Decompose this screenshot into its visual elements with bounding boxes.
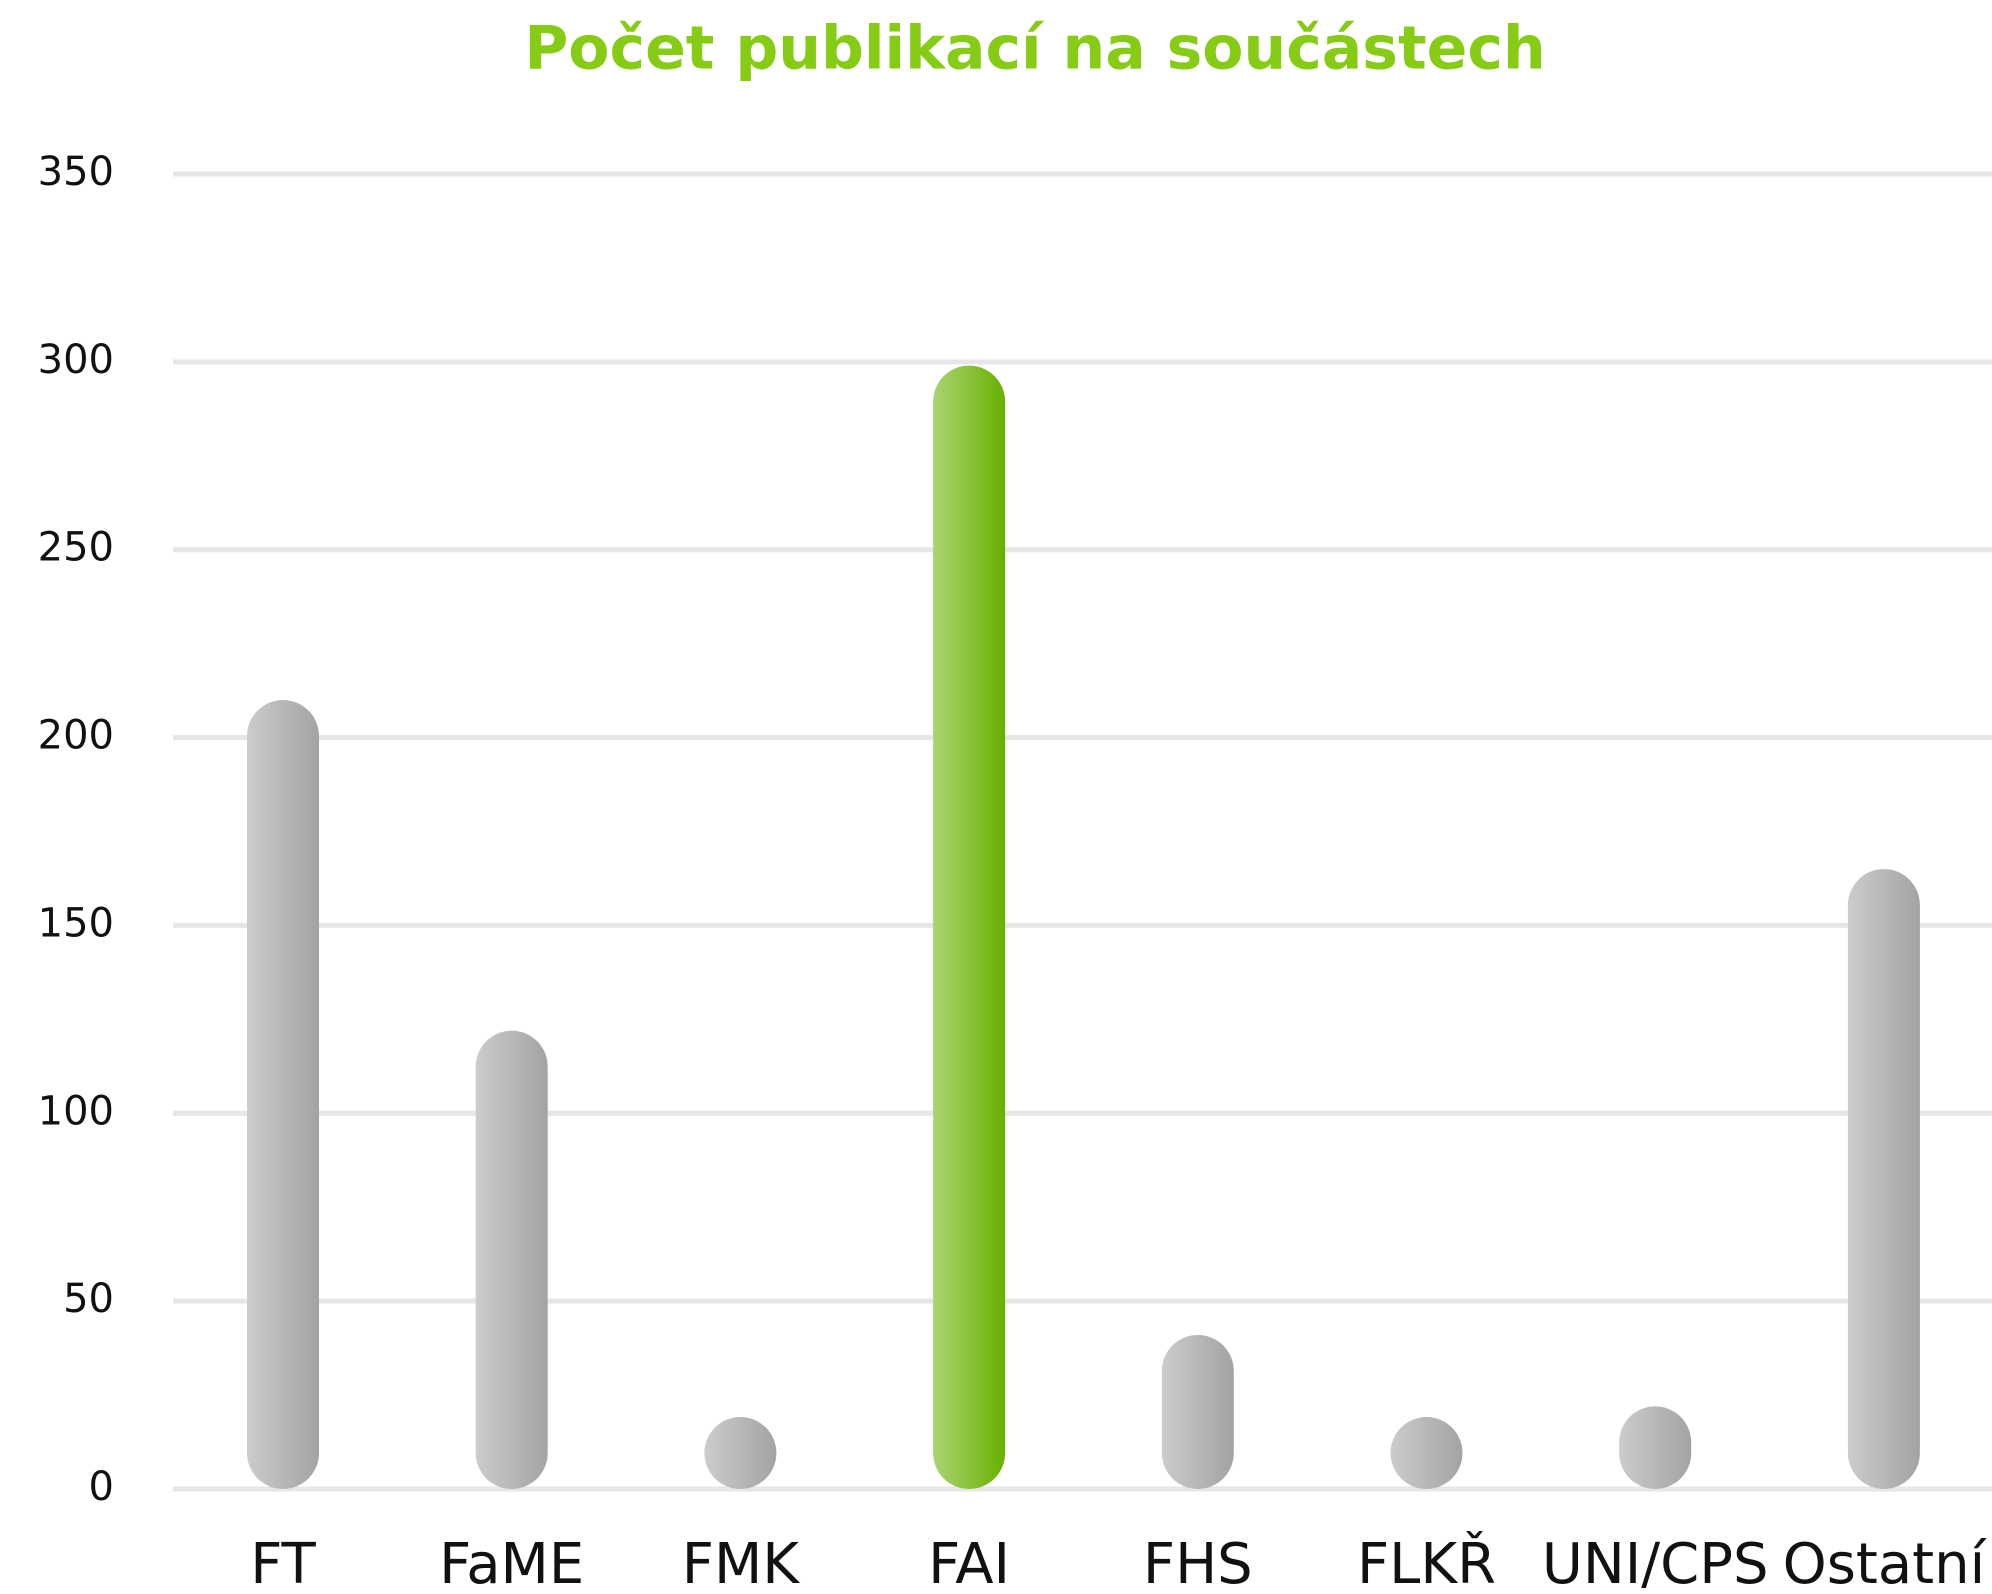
y-tick-label: 0 [89,1464,114,1510]
x-tick-label: UNI/CPS [1542,1532,1769,1594]
y-tick-label: 350 [38,149,114,195]
x-tick-label: FT [250,1532,316,1594]
bar [1390,1417,1463,1489]
bar [933,365,1006,1490]
x-tick-label: FMK [682,1532,801,1594]
x-tick-label: FaME [439,1532,584,1594]
bar [704,1417,777,1489]
x-tick-label: FAI [928,1532,1010,1594]
y-tick-label: 100 [38,1088,114,1134]
bar [475,1030,548,1489]
bar [1619,1406,1692,1489]
y-tick-label: 200 [38,713,114,759]
x-tick-label: Ostatní [1783,1532,1988,1594]
y-tick-label: 50 [63,1276,114,1322]
x-tick-label: FHS [1143,1532,1253,1594]
bar [1161,1334,1234,1489]
x-tick-label: FLKŘ [1357,1532,1496,1594]
y-tick-label: 150 [38,900,114,946]
bar [247,700,319,1489]
y-tick-label: 250 [38,525,114,571]
bar [1847,869,1920,1489]
y-tick-label: 300 [38,337,114,383]
chart-title: Počet publikací na součástech [524,14,1545,84]
